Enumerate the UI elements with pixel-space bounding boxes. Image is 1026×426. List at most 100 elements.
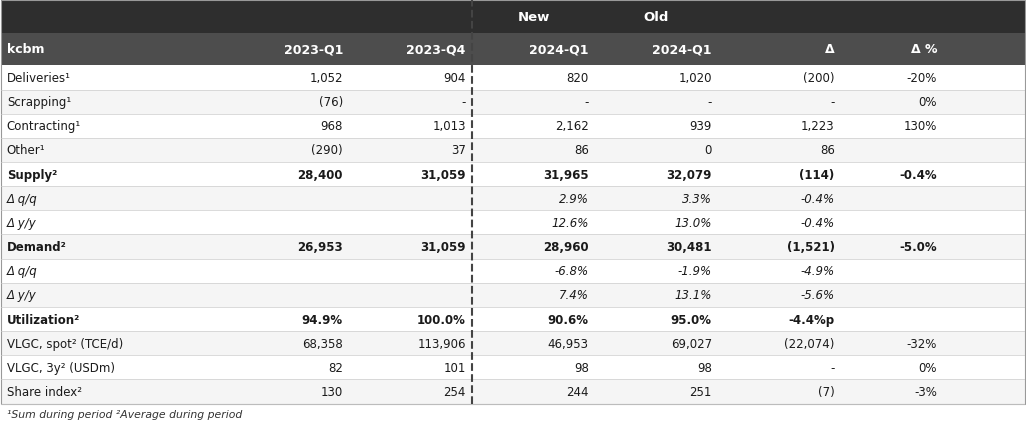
- Text: 95.0%: 95.0%: [671, 313, 712, 326]
- Text: 28,400: 28,400: [298, 168, 343, 181]
- Text: Δ q/q: Δ q/q: [7, 192, 38, 205]
- Text: Δ: Δ: [825, 43, 835, 56]
- Text: 113,906: 113,906: [418, 337, 466, 350]
- Text: -0.4%: -0.4%: [800, 192, 835, 205]
- Text: 86: 86: [820, 144, 835, 157]
- Text: -: -: [707, 96, 712, 109]
- Text: -4.9%: -4.9%: [800, 265, 835, 278]
- Text: Old: Old: [643, 11, 669, 23]
- Bar: [1, 66, 1025, 90]
- Text: 68,358: 68,358: [303, 337, 343, 350]
- Text: 31,965: 31,965: [543, 168, 589, 181]
- Text: 2,162: 2,162: [555, 120, 589, 133]
- Text: 31,059: 31,059: [421, 168, 466, 181]
- Text: 244: 244: [566, 385, 589, 398]
- Text: 28,960: 28,960: [543, 241, 589, 253]
- Text: 7.4%: 7.4%: [559, 289, 589, 302]
- Text: -: -: [830, 361, 835, 374]
- Text: -20%: -20%: [907, 72, 937, 85]
- Text: 26,953: 26,953: [298, 241, 343, 253]
- Bar: [1, 90, 1025, 115]
- Text: 2023-Q4: 2023-Q4: [406, 43, 466, 56]
- Bar: [1, 1, 1025, 34]
- Bar: [1, 235, 1025, 259]
- Text: 94.9%: 94.9%: [302, 313, 343, 326]
- Bar: [1, 187, 1025, 211]
- Text: 82: 82: [328, 361, 343, 374]
- Bar: [1, 115, 1025, 138]
- Text: 30,481: 30,481: [666, 241, 712, 253]
- Text: 2024-Q1: 2024-Q1: [529, 43, 589, 56]
- Text: -: -: [830, 96, 835, 109]
- Text: 2023-Q1: 2023-Q1: [283, 43, 343, 56]
- Text: 2024-Q1: 2024-Q1: [653, 43, 712, 56]
- Text: 13.1%: 13.1%: [674, 289, 712, 302]
- Text: New: New: [517, 11, 550, 23]
- Bar: [1, 355, 1025, 380]
- Bar: [1, 34, 1025, 66]
- Text: 1,020: 1,020: [678, 72, 712, 85]
- Text: Contracting¹: Contracting¹: [7, 120, 81, 133]
- Text: 3.3%: 3.3%: [682, 192, 712, 205]
- Text: 101: 101: [443, 361, 466, 374]
- Text: (200): (200): [803, 72, 835, 85]
- Text: Δ y/y: Δ y/y: [7, 216, 37, 229]
- Text: 0%: 0%: [918, 361, 937, 374]
- Text: 86: 86: [574, 144, 589, 157]
- Text: -: -: [585, 96, 589, 109]
- Text: 1,013: 1,013: [432, 120, 466, 133]
- Text: Supply²: Supply²: [7, 168, 57, 181]
- Text: Δ y/y: Δ y/y: [7, 289, 37, 302]
- Text: 32,079: 32,079: [667, 168, 712, 181]
- Text: VLGC, 3y² (USDm): VLGC, 3y² (USDm): [7, 361, 115, 374]
- Text: ¹Sum during period ²Average during period: ¹Sum during period ²Average during perio…: [7, 409, 242, 420]
- Text: 98: 98: [697, 361, 712, 374]
- Text: 968: 968: [320, 120, 343, 133]
- Text: 130: 130: [321, 385, 343, 398]
- Text: 31,059: 31,059: [421, 241, 466, 253]
- Text: kcbm: kcbm: [7, 43, 44, 56]
- Text: -0.4%: -0.4%: [900, 168, 937, 181]
- Text: -5.0%: -5.0%: [900, 241, 937, 253]
- Text: Δ %: Δ %: [911, 43, 937, 56]
- Text: 130%: 130%: [904, 120, 937, 133]
- Bar: [1, 331, 1025, 355]
- Text: Δ q/q: Δ q/q: [7, 265, 38, 278]
- Text: 0: 0: [705, 144, 712, 157]
- Text: -5.6%: -5.6%: [800, 289, 835, 302]
- Text: -0.4%: -0.4%: [800, 216, 835, 229]
- Text: -1.9%: -1.9%: [677, 265, 712, 278]
- Text: 90.6%: 90.6%: [548, 313, 589, 326]
- Bar: [1, 283, 1025, 307]
- Bar: [1, 138, 1025, 163]
- Text: Other¹: Other¹: [7, 144, 45, 157]
- Text: 2.9%: 2.9%: [559, 192, 589, 205]
- Bar: [1, 163, 1025, 187]
- Text: 1,223: 1,223: [801, 120, 835, 133]
- Text: (114): (114): [799, 168, 835, 181]
- Text: (76): (76): [319, 96, 343, 109]
- Bar: [1, 211, 1025, 235]
- Text: Share index²: Share index²: [7, 385, 82, 398]
- Text: 904: 904: [443, 72, 466, 85]
- Text: VLGC, spot² (TCE/d): VLGC, spot² (TCE/d): [7, 337, 123, 350]
- Text: Deliveries¹: Deliveries¹: [7, 72, 71, 85]
- Text: (22,074): (22,074): [784, 337, 835, 350]
- Bar: [1, 307, 1025, 331]
- Text: Utilization²: Utilization²: [7, 313, 80, 326]
- Text: 100.0%: 100.0%: [417, 313, 466, 326]
- Text: -6.8%: -6.8%: [555, 265, 589, 278]
- Text: 37: 37: [451, 144, 466, 157]
- Text: -32%: -32%: [907, 337, 937, 350]
- Text: Scrapping¹: Scrapping¹: [7, 96, 71, 109]
- Text: 13.0%: 13.0%: [674, 216, 712, 229]
- Bar: [1, 259, 1025, 283]
- Text: 254: 254: [443, 385, 466, 398]
- Text: 46,953: 46,953: [548, 337, 589, 350]
- Text: -4.4%p: -4.4%p: [789, 313, 835, 326]
- Text: (1,521): (1,521): [787, 241, 835, 253]
- Text: 251: 251: [689, 385, 712, 398]
- Bar: [1, 380, 1025, 403]
- Text: Demand²: Demand²: [7, 241, 67, 253]
- Text: 69,027: 69,027: [671, 337, 712, 350]
